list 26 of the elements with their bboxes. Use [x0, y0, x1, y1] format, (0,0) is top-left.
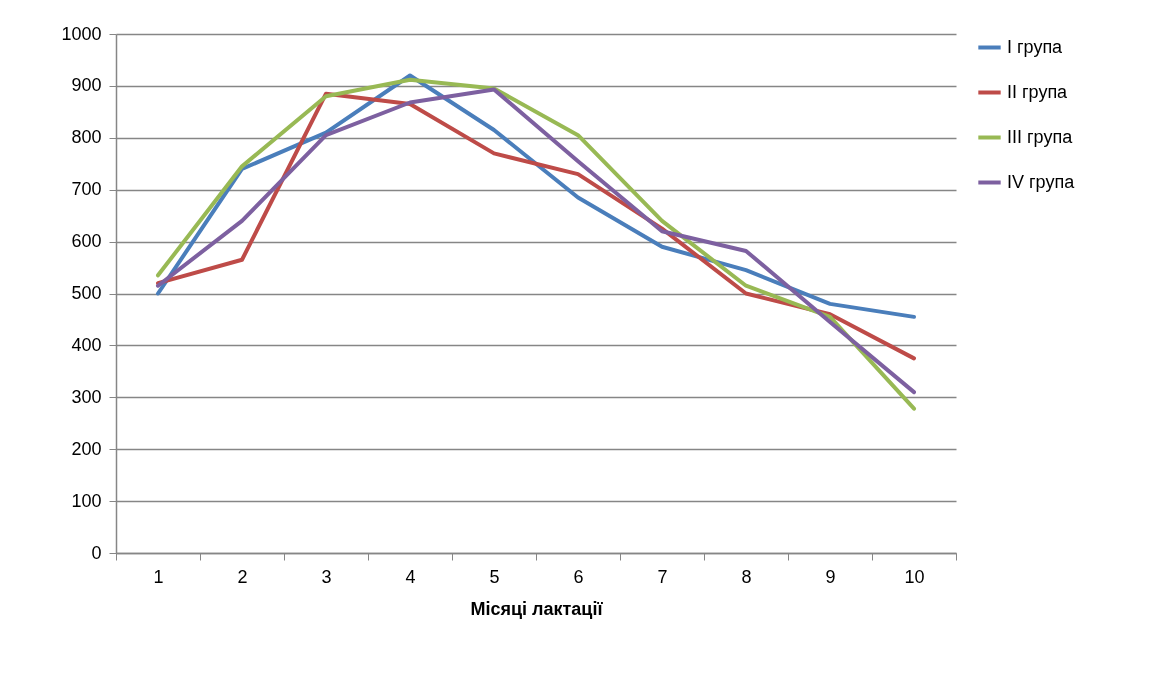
y-tick-label: 200	[71, 438, 102, 459]
x-tick-label: 1	[153, 566, 164, 587]
y-tick-label: 900	[71, 75, 102, 96]
x-tick-label: 2	[237, 566, 248, 587]
legend-label: II група	[1007, 81, 1069, 102]
y-tick-label: 500	[71, 283, 102, 303]
y-tick-label: 300	[71, 386, 102, 407]
legend-label: IV група	[1007, 171, 1076, 192]
x-tick-label: 3	[321, 566, 332, 587]
y-tick-label: 100	[71, 490, 102, 511]
legend-label: I група	[1007, 36, 1064, 57]
x-tick-label: 4	[405, 566, 416, 587]
x-tick-label: 6	[573, 566, 584, 587]
x-tick-label: 5	[489, 566, 500, 587]
y-tick-label: 1000	[61, 23, 102, 44]
y-tick-label: 600	[71, 231, 102, 252]
x-tick-label: 7	[657, 566, 668, 587]
y-tick-label: 0	[91, 542, 102, 563]
x-tick-label: 9	[825, 566, 836, 587]
y-tick-label: 700	[71, 179, 102, 200]
x-axis-title: Місяці лактації	[470, 598, 604, 619]
y-tick-label: 800	[71, 127, 102, 148]
x-tick-label: 10	[904, 566, 925, 587]
y-tick-label: 400	[71, 334, 102, 355]
legend-label: III група	[1007, 126, 1074, 147]
x-tick-label: 8	[741, 566, 752, 587]
